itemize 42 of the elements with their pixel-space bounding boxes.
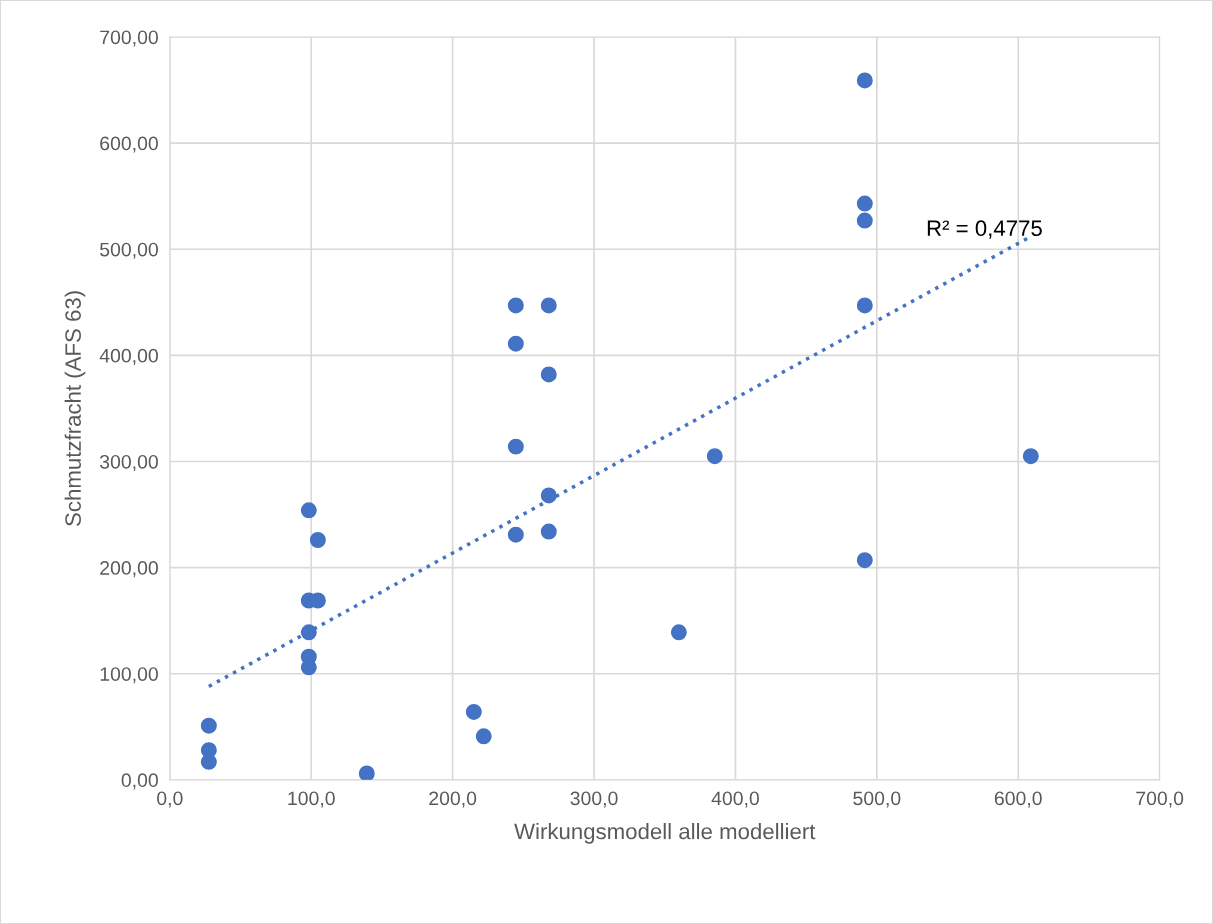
point	[540, 487, 557, 504]
x-axis-title: Wirkungsmodell alle modelliert	[514, 822, 816, 844]
point	[670, 624, 687, 641]
x-tick-label: 200,0	[429, 791, 477, 808]
point	[856, 297, 873, 314]
x-tick-label: 600,0	[994, 791, 1042, 808]
point	[200, 717, 217, 734]
x-tick-label: 300,0	[570, 791, 618, 808]
point	[856, 72, 873, 89]
y-tick-label: 400,00	[99, 348, 158, 365]
point	[300, 502, 317, 519]
y-tick-label: 200,00	[100, 561, 158, 578]
point	[507, 438, 524, 455]
point	[507, 335, 524, 352]
point	[856, 195, 873, 212]
annotation: R² = 0,4775	[927, 220, 1042, 239]
point	[540, 366, 557, 383]
point	[309, 532, 326, 548]
y-tick-label: 300,00	[99, 454, 158, 472]
point	[856, 552, 873, 569]
y-tick-label: 0,00	[121, 773, 158, 790]
point	[706, 448, 723, 465]
point	[475, 728, 492, 745]
point	[507, 526, 524, 543]
x-tick-label: 500,0	[853, 791, 901, 808]
x-tick-label: 100,0	[288, 791, 335, 808]
point	[856, 212, 873, 229]
x-tick-label: 400,0	[711, 791, 759, 808]
point	[358, 765, 375, 780]
x-tick-label: 0,0	[157, 791, 183, 808]
y-tick-label: 600,00	[100, 136, 158, 153]
point	[1022, 448, 1039, 465]
y-tick-label: 700,00	[100, 30, 158, 47]
y-tick-label: 100,00	[100, 667, 158, 684]
point	[300, 624, 317, 641]
point	[465, 703, 482, 720]
y-axis-title: Schmutzfracht (AFS 63)	[64, 291, 86, 526]
x-tick-label: 700,0	[1136, 791, 1184, 808]
y-tick-label: 500,00	[100, 242, 158, 259]
point	[540, 297, 557, 314]
point	[507, 297, 524, 314]
point	[540, 523, 557, 540]
